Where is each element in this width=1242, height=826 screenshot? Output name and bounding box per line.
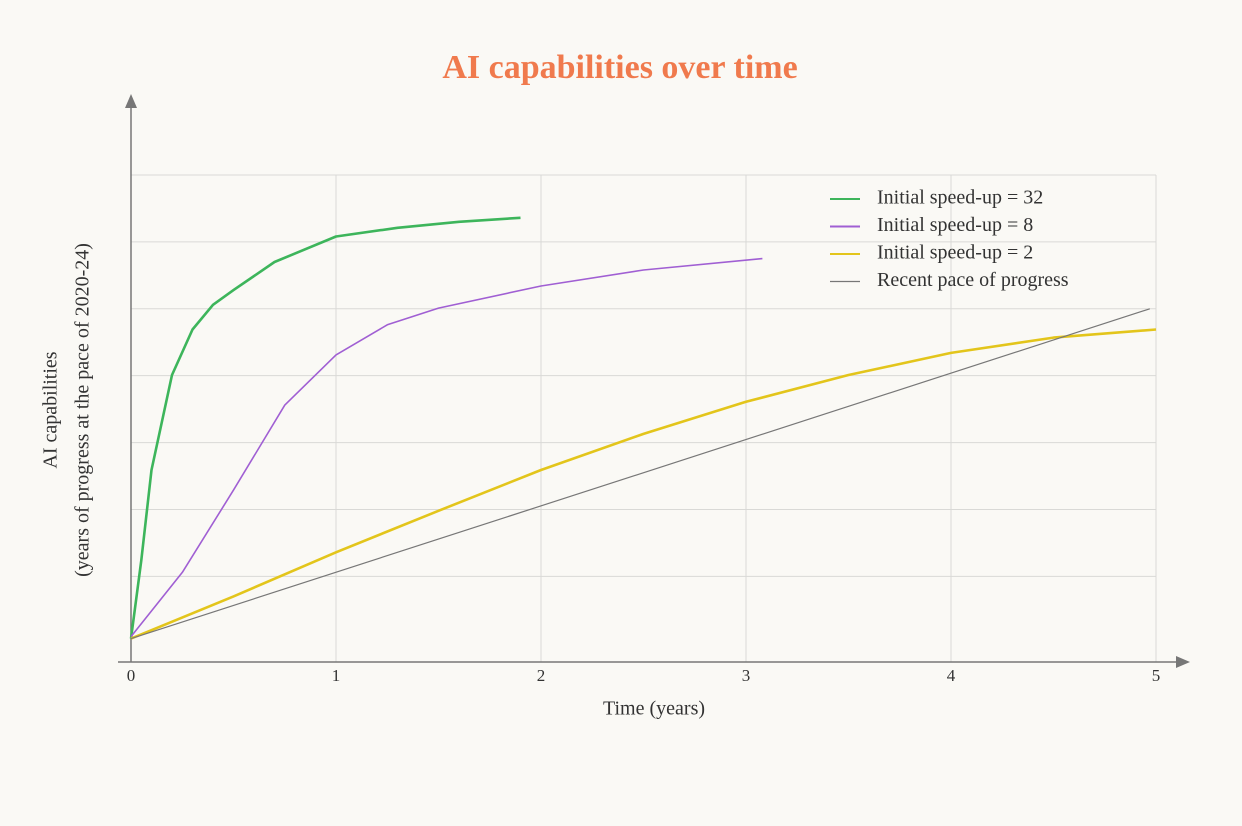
x-tick-label: 0 (127, 666, 136, 685)
legend-label: Initial speed-up = 32 (877, 187, 1043, 209)
legend-label: Initial speed-up = 8 (877, 214, 1033, 236)
y-axis-label: (years of progress at the pace of 2020-2… (72, 243, 94, 577)
line (130, 308, 1150, 640)
x-tick-label: 3 (742, 666, 751, 685)
x-axis-arrow (1176, 656, 1190, 668)
x-tick-label: 1 (332, 666, 341, 685)
x-tick-label: 5 (1152, 666, 1161, 685)
line (130, 257, 763, 638)
x-axis-label: Time (years) (603, 698, 705, 720)
y-axis-label: AI capabilities (40, 351, 62, 468)
x-tick-label: 2 (537, 666, 546, 685)
y-axis-arrow (125, 94, 137, 108)
line (129, 216, 521, 639)
chart-title: AI capabilities over time (442, 49, 797, 86)
legend-label: Initial speed-up = 2 (877, 242, 1033, 264)
x-tick-label: 4 (947, 666, 956, 685)
line (130, 328, 1157, 640)
legend-label: Recent pace of progress (877, 269, 1069, 291)
